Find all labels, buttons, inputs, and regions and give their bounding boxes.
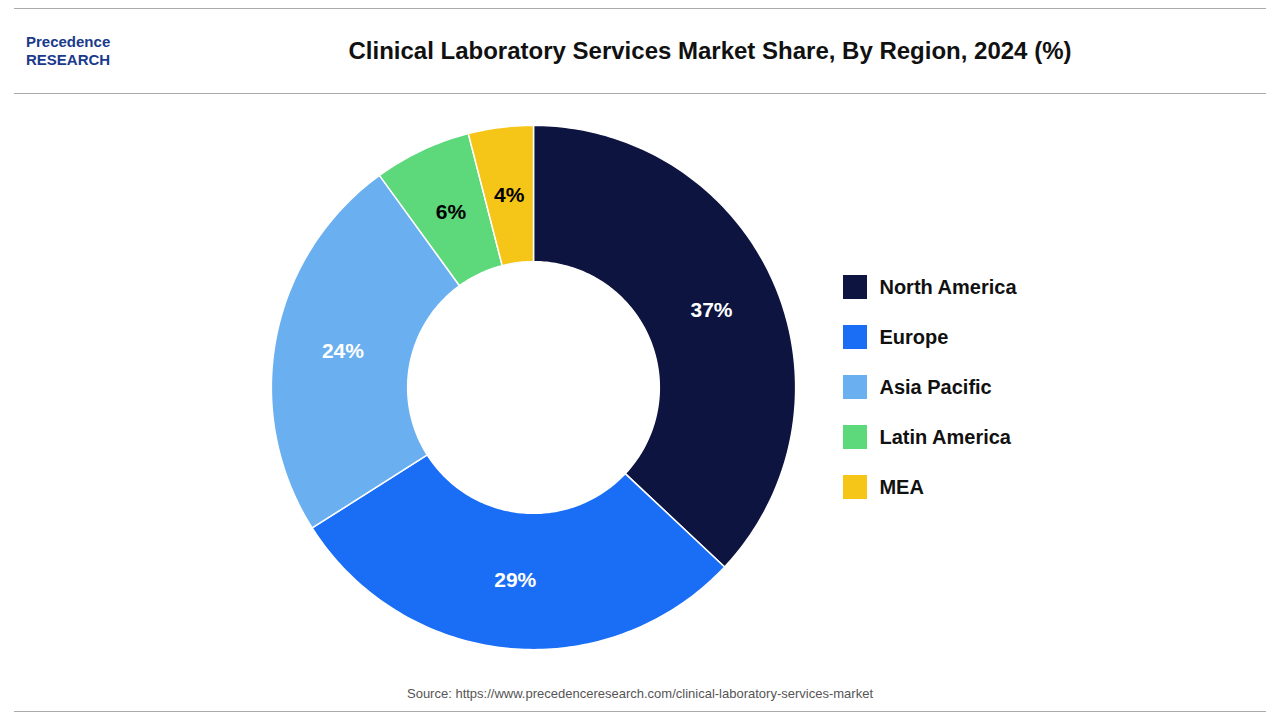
html-text:Precedence RESEARCH: Precedence RESEARCH <box>26 33 111 68</box>
html-text:Latin America: Latin America <box>879 425 1011 448</box>
html-text:North America: North America <box>879 275 1017 298</box>
html-text:Clinical Laboratory Services M: Clinical Laboratory Services Market Shar… <box>348 37 1072 64</box>
svg-text:4%: 4% <box>494 183 525 206</box>
svg-text:29%: 29% <box>495 568 537 591</box>
html-text:Asia Pacific: Asia Pacific <box>879 375 992 398</box>
svg-text:37%: 37% <box>691 298 733 321</box>
html-text:MEA: MEA <box>879 475 924 498</box>
html-text:Source: https://www.precedence: Source: https://www.precedenceresearch.c… <box>407 686 873 701</box>
svg-text:6%: 6% <box>436 200 467 223</box>
html-text:Europe: Europe <box>879 325 949 348</box>
svg-text:24%: 24% <box>322 339 364 362</box>
